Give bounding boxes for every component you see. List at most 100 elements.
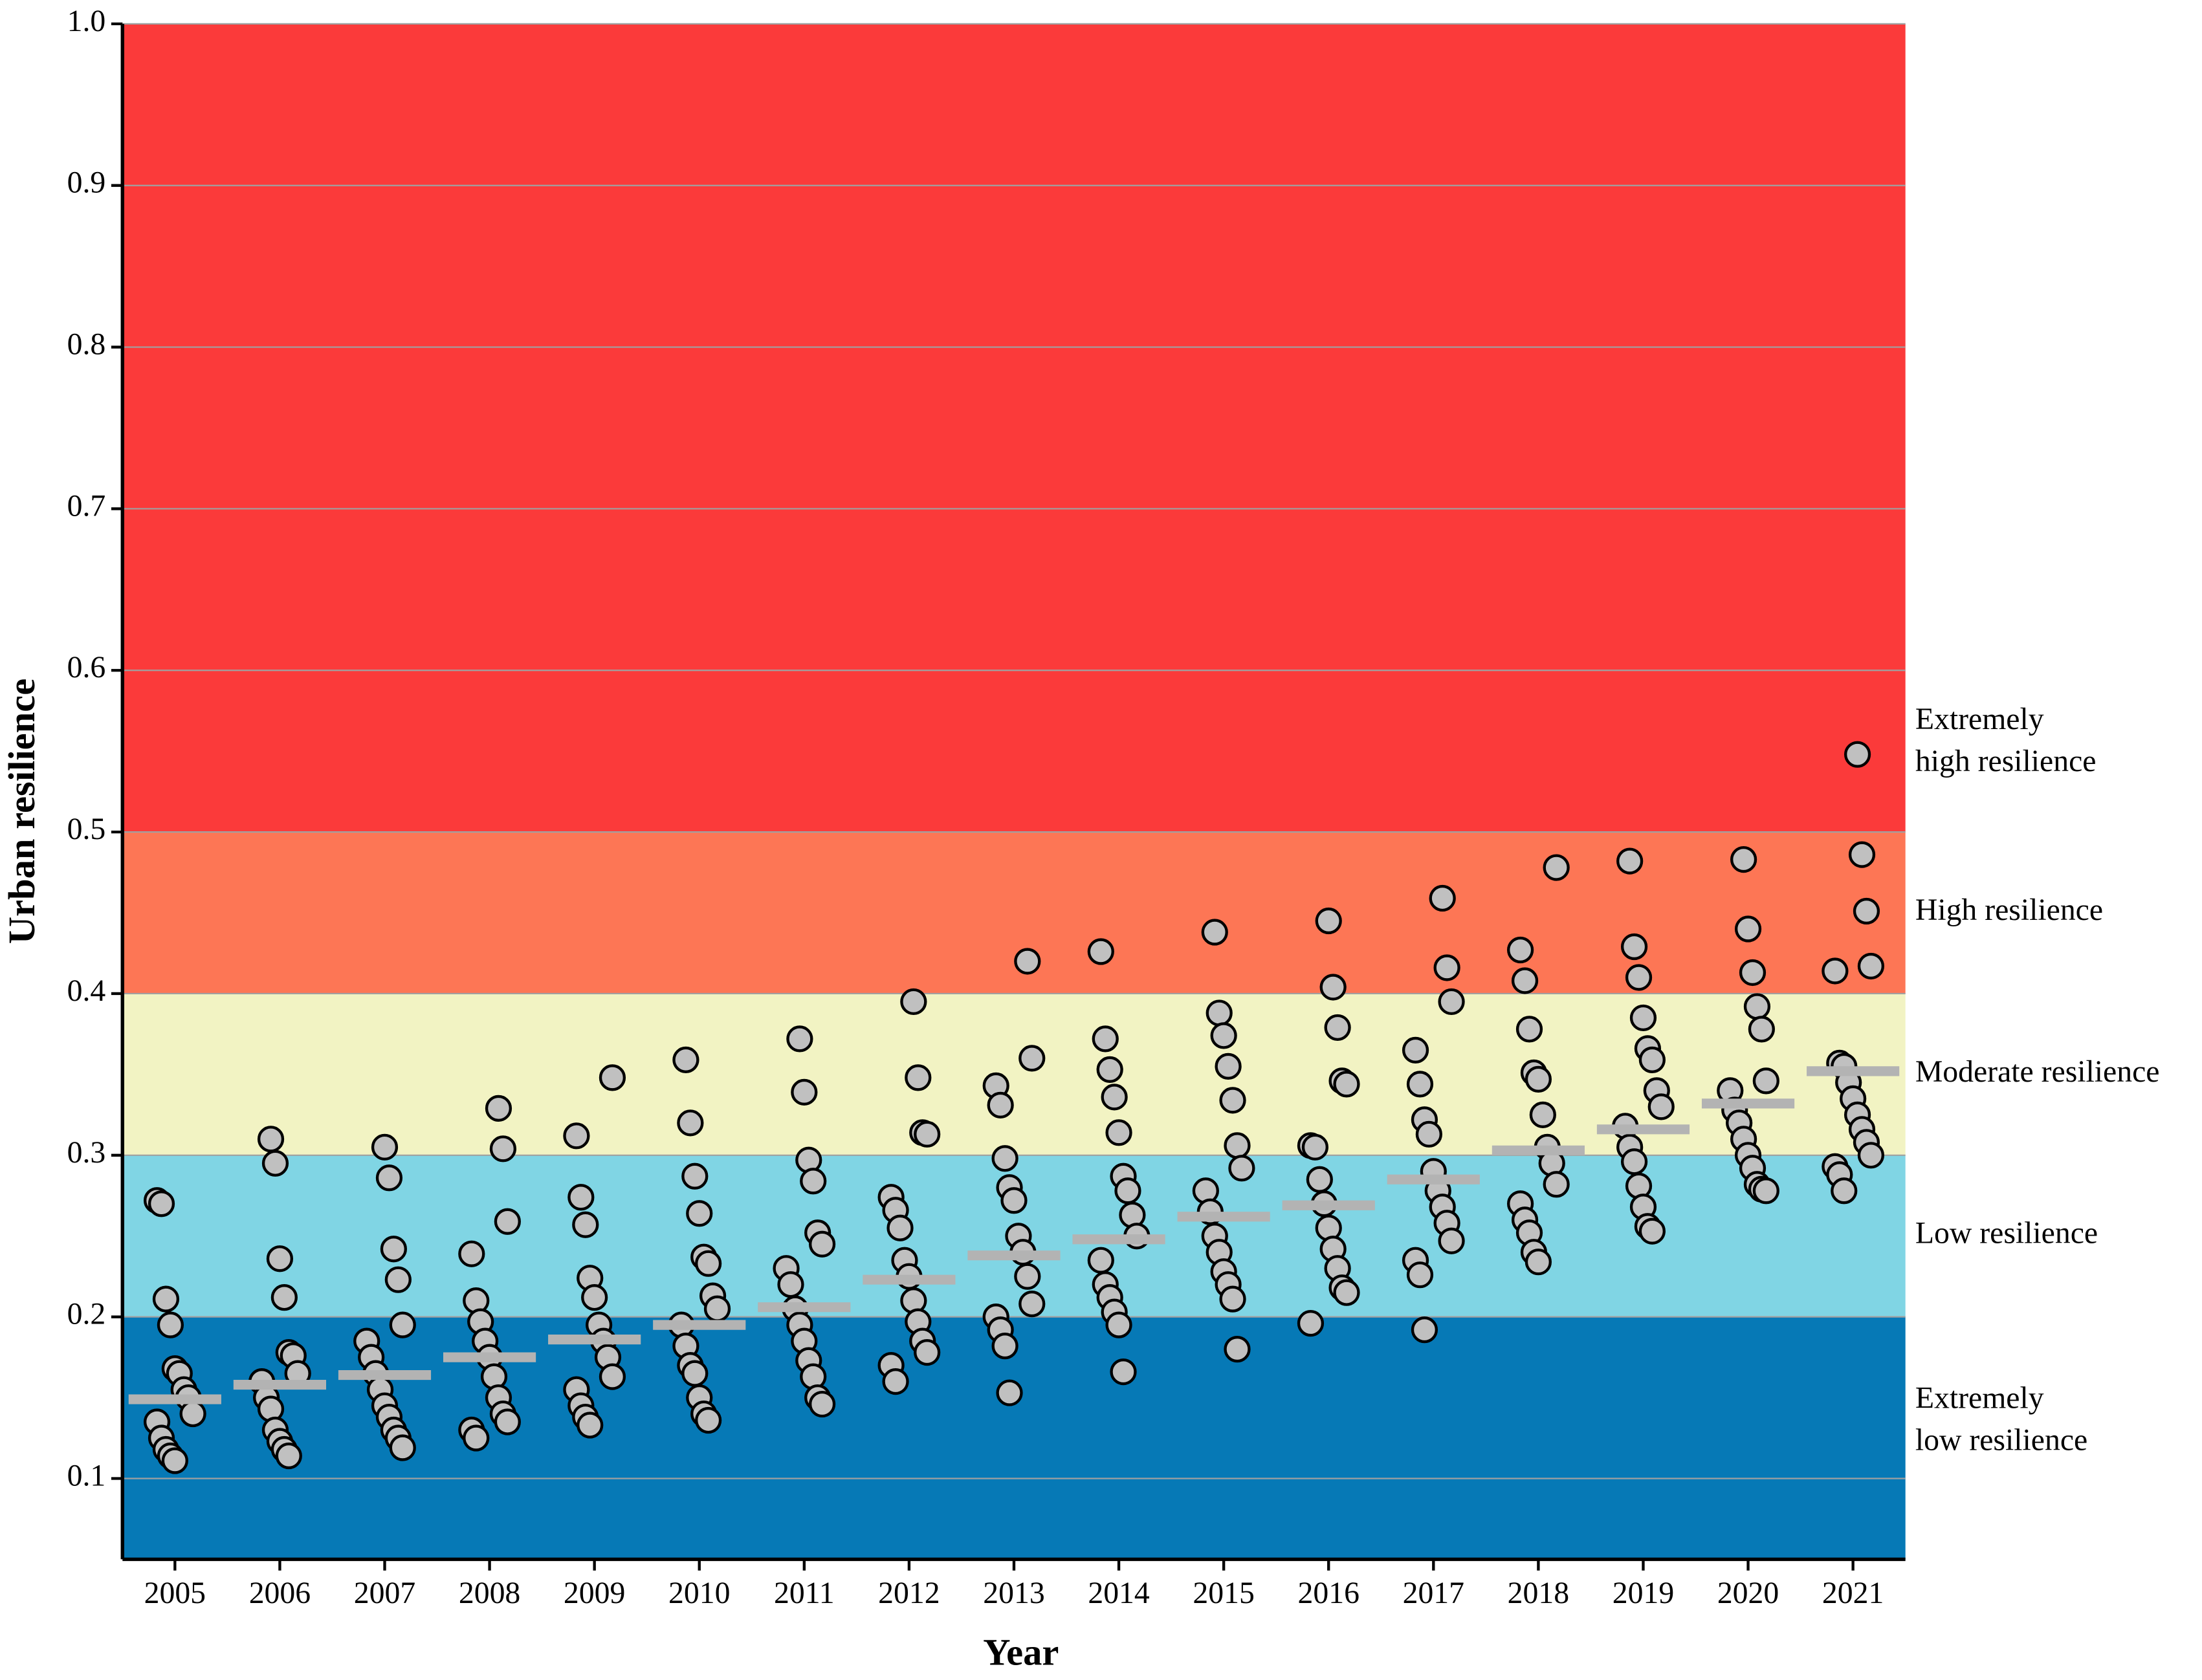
data-point bbox=[1206, 999, 1233, 1027]
data-point bbox=[375, 1164, 403, 1192]
data-point bbox=[1087, 1247, 1114, 1274]
data-point bbox=[1752, 1177, 1779, 1205]
data-point bbox=[1301, 1133, 1329, 1161]
data-point bbox=[1402, 1036, 1429, 1064]
y-tick-label: 0.5 bbox=[67, 812, 106, 846]
data-point bbox=[1543, 1171, 1570, 1198]
data-point bbox=[1411, 1316, 1438, 1344]
data-point bbox=[161, 1447, 188, 1474]
data-point bbox=[1853, 897, 1880, 925]
data-point bbox=[677, 1109, 704, 1137]
data-point bbox=[1105, 1311, 1132, 1338]
y-tick-label: 0.9 bbox=[67, 166, 106, 200]
data-point bbox=[458, 1240, 485, 1267]
data-point bbox=[1429, 884, 1456, 912]
data-point bbox=[380, 1236, 407, 1263]
y-axis-title: Urban resilience bbox=[1, 679, 43, 944]
data-point bbox=[179, 1400, 206, 1428]
data-point bbox=[672, 1046, 699, 1074]
data-point bbox=[1620, 1148, 1648, 1175]
x-tick-label: 2021 bbox=[1822, 1576, 1884, 1610]
data-point bbox=[1018, 1291, 1046, 1318]
data-point bbox=[1625, 964, 1653, 991]
data-point bbox=[572, 1211, 599, 1238]
data-point bbox=[1638, 1217, 1666, 1245]
data-point bbox=[914, 1339, 941, 1366]
data-point bbox=[152, 1285, 180, 1313]
data-point bbox=[1215, 1053, 1242, 1080]
data-point bbox=[786, 1025, 813, 1053]
data-point bbox=[389, 1311, 416, 1338]
band bbox=[122, 832, 1906, 994]
data-point bbox=[991, 1333, 1018, 1360]
x-tick-label: 2015 bbox=[1193, 1576, 1254, 1610]
data-point bbox=[1014, 1263, 1041, 1290]
data-point bbox=[563, 1122, 590, 1150]
data-point bbox=[1333, 1071, 1360, 1098]
data-point bbox=[1297, 1310, 1325, 1337]
data-point bbox=[1333, 1279, 1360, 1306]
band bbox=[122, 1316, 1906, 1560]
data-point bbox=[777, 1271, 804, 1298]
data-point bbox=[1000, 1187, 1028, 1214]
x-tick-label: 2018 bbox=[1508, 1576, 1569, 1610]
y-tick-label: 0.1 bbox=[67, 1458, 106, 1492]
band-label: Low resilience bbox=[1915, 1216, 2098, 1250]
data-point bbox=[1515, 1016, 1543, 1043]
band bbox=[122, 23, 1906, 833]
data-point bbox=[800, 1168, 827, 1195]
data-point bbox=[695, 1406, 722, 1434]
data-point bbox=[1201, 919, 1228, 946]
data-point bbox=[1406, 1071, 1434, 1098]
data-point bbox=[1831, 1177, 1858, 1205]
x-tick-label: 2014 bbox=[1088, 1576, 1150, 1610]
band-label: Extremely bbox=[1915, 702, 2044, 736]
band-label: Moderate resilience bbox=[1915, 1054, 2160, 1089]
data-point bbox=[1857, 952, 1885, 980]
data-point bbox=[882, 1368, 909, 1395]
data-point bbox=[681, 1360, 709, 1387]
data-point bbox=[1092, 1025, 1119, 1053]
data-point bbox=[1406, 1261, 1434, 1289]
data-point bbox=[266, 1245, 294, 1272]
data-point bbox=[1848, 841, 1876, 868]
y-tick-label: 0.3 bbox=[67, 1135, 106, 1170]
data-point bbox=[1525, 1249, 1552, 1276]
y-tick-label: 0.2 bbox=[67, 1297, 106, 1331]
data-point bbox=[567, 1184, 595, 1211]
data-point bbox=[1110, 1358, 1137, 1386]
data-point bbox=[1507, 936, 1534, 964]
x-tick-label: 2011 bbox=[774, 1576, 835, 1610]
data-point bbox=[581, 1284, 608, 1311]
data-point bbox=[577, 1412, 604, 1439]
data-point bbox=[494, 1408, 521, 1435]
band-label: High resilience bbox=[1915, 893, 2103, 927]
data-point bbox=[494, 1208, 521, 1235]
data-point bbox=[905, 1064, 932, 1091]
data-point bbox=[599, 1363, 626, 1390]
x-tick-label: 2008 bbox=[459, 1576, 520, 1610]
data-point bbox=[1438, 988, 1465, 1016]
data-point bbox=[1105, 1119, 1132, 1146]
data-point bbox=[987, 1091, 1014, 1118]
data-point bbox=[1438, 1227, 1465, 1254]
data-point bbox=[791, 1078, 818, 1106]
data-point bbox=[1306, 1166, 1333, 1193]
data-point bbox=[808, 1390, 836, 1418]
data-point bbox=[1415, 1120, 1442, 1148]
data-point bbox=[1844, 741, 1871, 768]
x-tick-label: 2019 bbox=[1613, 1576, 1674, 1610]
data-point bbox=[1638, 1046, 1666, 1074]
band-label: high resilience bbox=[1915, 744, 2097, 778]
y-tick-label: 0.4 bbox=[67, 974, 106, 1008]
x-tick-label: 2005 bbox=[144, 1576, 206, 1610]
x-tick-label: 2006 bbox=[249, 1576, 311, 1610]
data-point bbox=[1730, 845, 1757, 873]
data-point bbox=[275, 1442, 302, 1470]
data-point bbox=[808, 1230, 836, 1258]
data-point bbox=[257, 1126, 285, 1153]
data-point bbox=[900, 988, 927, 1016]
data-point bbox=[1857, 1142, 1885, 1169]
band-label: Extremely bbox=[1915, 1380, 2044, 1415]
data-point bbox=[1529, 1101, 1556, 1128]
